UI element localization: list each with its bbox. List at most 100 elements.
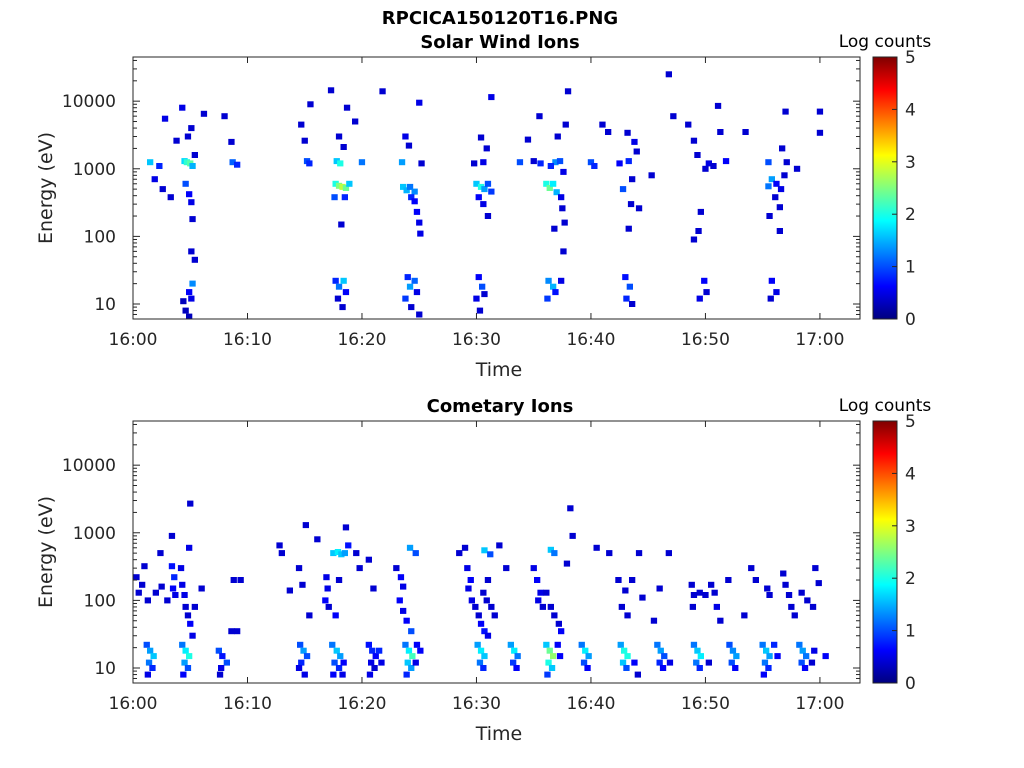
colorbar-tick-label: 3 (905, 517, 916, 537)
spectrogram-cell (219, 653, 226, 660)
colorbar-tick-label: 3 (905, 153, 916, 173)
x-tick-label: 16:50 (681, 330, 730, 350)
spectrogram-cell (413, 641, 421, 648)
spectrogram-cell (480, 665, 487, 671)
spectrogram-cell (331, 194, 338, 201)
spectrogram-cell (184, 612, 192, 619)
spectrogram-cell (400, 183, 407, 190)
x-tick-label: 16:10 (223, 330, 272, 350)
spectrogram-cell (558, 194, 565, 201)
spectrogram-cell (184, 133, 192, 140)
spectrogram-cell (188, 125, 195, 132)
spectrogram-cell (791, 612, 798, 619)
solar-wind-cells (147, 71, 824, 319)
y-tick-label: 1000 (73, 524, 116, 544)
spectrogram-cell (633, 148, 640, 155)
spectrogram-cell (286, 587, 293, 594)
spectrogram-cell (547, 163, 554, 169)
spectrogram-cell (582, 647, 589, 654)
spectrogram-cell (327, 87, 335, 94)
spectrogram-cell (488, 188, 495, 195)
spectrogram-cell (694, 152, 701, 158)
spectrogram-cell (788, 603, 795, 610)
spectrogram-cell (365, 641, 372, 648)
spectrogram-cell (481, 547, 488, 554)
spectrogram-cell (567, 505, 574, 512)
spectrogram-cell (365, 556, 372, 563)
spectrogram-cell (560, 168, 567, 175)
spectrogram-cell (717, 129, 724, 135)
spectrogram-cell (514, 653, 521, 660)
spectrogram-cell (765, 665, 772, 671)
spectrogram-cell (189, 632, 196, 639)
spectrogram-cell (726, 641, 733, 648)
spectrogram-cell (631, 138, 638, 145)
y-tick-label: 10000 (62, 92, 116, 112)
spectrogram-cell (556, 653, 564, 660)
spectrogram-cell (298, 121, 305, 128)
spectrogram-cell (554, 133, 561, 140)
spectrogram-cell (626, 283, 633, 290)
spectrogram-cell (168, 563, 176, 570)
spectrogram-cell (135, 589, 142, 596)
spectrogram-cell (697, 653, 704, 660)
spectrogram-cell (767, 295, 774, 302)
spectrogram-cell (332, 612, 339, 619)
spectrogram-cell (561, 219, 568, 226)
spectrogram-cell (378, 659, 385, 666)
spectrogram-cell (553, 189, 560, 196)
spectrogram-cell (648, 172, 655, 179)
spectrogram-cell (690, 137, 698, 144)
spectrogram-cell (139, 581, 146, 588)
spectrogram-cell (164, 597, 171, 604)
spectrogram-cell (334, 549, 342, 555)
spectrogram-cell (168, 532, 176, 539)
solar-wind-xlabel: Time (475, 359, 523, 381)
cometary-title: Cometary Ions (427, 396, 574, 417)
spectrogram-cell (545, 277, 552, 284)
spectrogram-cell (229, 159, 236, 166)
spectrogram-cell (559, 205, 566, 212)
spectrogram-cell (809, 603, 817, 610)
spectrogram-cell (301, 137, 308, 144)
spectrogram-cell (752, 577, 759, 583)
spectrogram-cell (551, 612, 558, 619)
spectrogram-cell (605, 129, 612, 135)
spectrogram-cell (488, 603, 495, 610)
spectrogram-cell (564, 88, 572, 95)
spectrogram-cell (157, 550, 164, 557)
spectrogram-cell (184, 665, 192, 671)
spectrogram-cell (330, 671, 337, 678)
spectrogram-cell (714, 102, 722, 109)
spectrogram-cell (335, 283, 343, 290)
spectrogram-cell (507, 641, 514, 648)
spectrogram-cell (696, 665, 703, 671)
spectrogram-cell (627, 201, 635, 208)
solar-wind-colorbar-label: Log counts (839, 32, 932, 52)
spectrogram-cell (338, 221, 345, 228)
y-tick-label: 10 (94, 295, 116, 315)
cometary-colorbar-ticks: 0 1 2 3 4 5 (892, 412, 916, 694)
spectrogram-cell (180, 671, 187, 678)
spectrogram-cell (408, 665, 415, 671)
spectrogram-cell (480, 159, 487, 166)
spectrogram-cell (766, 653, 773, 660)
spectrogram-cell (615, 577, 622, 583)
spectrogram-cell (472, 603, 479, 610)
spectrogram-cell (569, 532, 576, 539)
spectrogram-cell (335, 665, 343, 671)
spectrogram-cell (228, 628, 235, 635)
spectrogram-cell (186, 289, 193, 296)
spectrogram-cell (474, 641, 481, 648)
spectrogram-cell (702, 592, 709, 598)
spectrogram-cell (621, 647, 628, 654)
spectrogram-cell (811, 647, 818, 654)
cometary-panel: Cometary Ions 16:00 16:10 16:20 16:30 16:40 1… (35, 396, 931, 745)
spectrogram-cell (798, 589, 805, 596)
spectrogram-cell (302, 522, 309, 529)
spectrogram-cell (331, 659, 338, 666)
spectrogram-cell (585, 653, 592, 660)
spectrogram-cell (152, 589, 159, 596)
spectrogram-cell (543, 641, 550, 648)
solar-wind-axes: 16:00 16:10 16:20 16:30 16:40 16:50 17:00 10 100… (62, 57, 860, 350)
